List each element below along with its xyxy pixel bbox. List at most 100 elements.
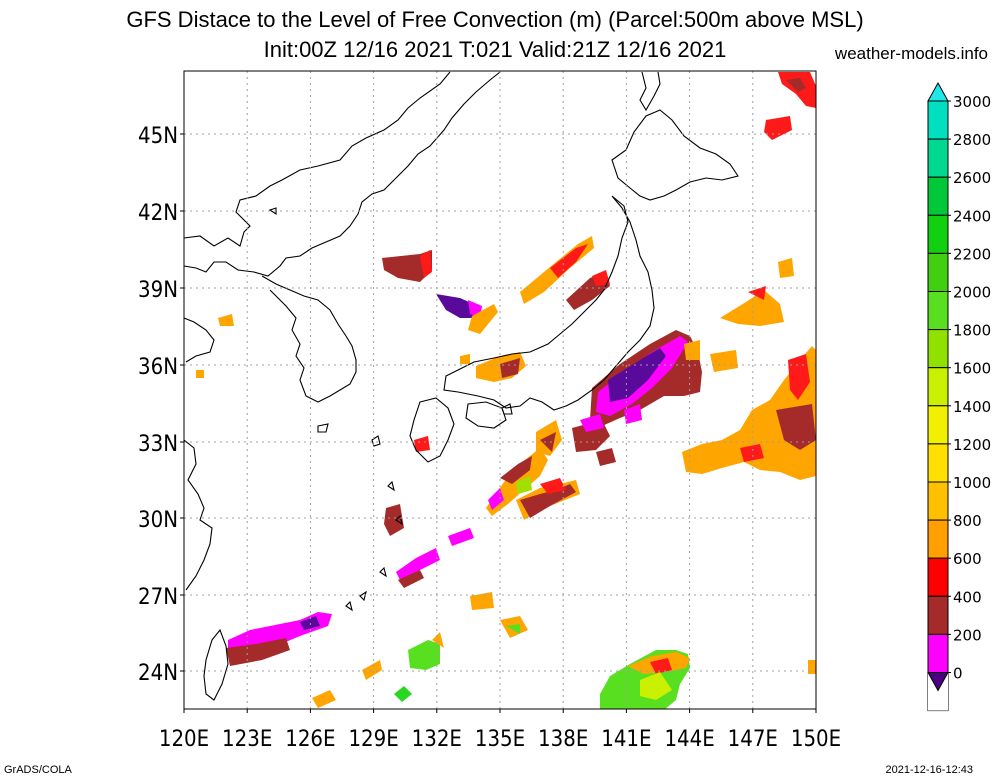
coastline-china-east [184, 439, 213, 591]
field-patch [720, 290, 784, 326]
lon-tick-label: 150E [791, 727, 841, 752]
lon-tick-label: 141E [601, 727, 651, 752]
field-patch [500, 358, 520, 378]
field-patch [710, 350, 738, 372]
lon-tick-label: 120E [159, 727, 209, 752]
coastline-sakhalin [639, 71, 661, 112]
colorbar-label: 400 [953, 588, 982, 606]
field-patch [624, 404, 642, 424]
lon-tick-label: 126E [285, 727, 335, 752]
colorbar-label: 2200 [953, 245, 991, 263]
lat-tick-label: 45N [138, 124, 178, 149]
field-patch [420, 250, 432, 278]
field-patch [608, 348, 666, 402]
colorbar-bottom-arrow [927, 672, 949, 692]
field-patch [382, 250, 432, 282]
lon-tick-label: 144E [664, 727, 714, 752]
field-patch [748, 286, 766, 300]
colorbar-segment [927, 519, 949, 559]
colorbar-segment [927, 557, 949, 597]
colorbar-segment [927, 633, 949, 674]
latitude-labels: 45N 42N 39N 36N 33N 30N 27N 24N [138, 124, 184, 686]
colorbar-label: 0 [953, 665, 963, 683]
field-patch [218, 314, 234, 326]
lat-tick-label: 30N [138, 508, 178, 533]
lat-tick-label: 39N [138, 278, 178, 303]
colorbar-label: 1600 [953, 360, 991, 378]
coastline-shandong [184, 317, 215, 363]
field-patch [470, 592, 494, 610]
chart-title: GFS Distace to the Level of Free Convect… [126, 7, 864, 32]
field-patch [740, 444, 764, 462]
colorbar-segment [927, 595, 949, 635]
field-patch [384, 504, 404, 536]
colorbar-label: 800 [953, 512, 982, 530]
field-patch [520, 484, 576, 518]
colorbar-label: 1000 [953, 474, 991, 492]
coastline-korea [261, 275, 357, 403]
colorbar-label: 2600 [953, 169, 991, 187]
colorbar-label: 1400 [953, 398, 991, 416]
coastline-shikoku [465, 401, 507, 429]
lat-tick-label: 42N [138, 201, 178, 226]
colorbar-label: 200 [953, 626, 982, 644]
chart-subtitle: Init:00Z 12/16 2021 T:021 Valid:21Z 12/1… [263, 37, 727, 62]
coastlines [184, 71, 739, 701]
colorbar-segment [927, 405, 949, 445]
colorbar-segment [927, 481, 949, 521]
field-patch [312, 690, 336, 708]
colorbar-label: 2000 [953, 284, 991, 302]
coastline-russia [184, 71, 501, 277]
field-patch [650, 658, 672, 674]
field-patch [776, 404, 816, 450]
colorbar-segment [927, 100, 949, 140]
lon-tick-label: 138E [538, 727, 588, 752]
field-patch [682, 346, 816, 480]
field-patch [516, 476, 532, 494]
colorbar-segment [927, 367, 949, 407]
lfc-field [196, 72, 816, 709]
gridlines [184, 71, 816, 709]
field-patch [226, 638, 290, 666]
lon-tick-label: 135E [475, 727, 525, 752]
colorbar-label: 1800 [953, 322, 991, 340]
lat-tick-label: 36N [138, 355, 178, 380]
coastline-hokkaido [611, 109, 739, 201]
field-patch [550, 244, 588, 278]
lat-tick-label: 33N [138, 432, 178, 457]
coastline-honshu [443, 195, 655, 411]
colorbar-segment [927, 176, 949, 216]
colorbar-label: 2800 [953, 131, 991, 149]
field-patch [506, 624, 520, 634]
field-patch [596, 448, 616, 466]
lon-tick-label: 129E [348, 727, 398, 752]
field-patch [396, 548, 440, 580]
field-patch [362, 660, 382, 680]
field-patch [394, 686, 412, 702]
colorbar-segment [927, 138, 949, 178]
colorbar-segment [927, 443, 949, 483]
field-patch [788, 354, 810, 400]
field-patch [786, 78, 806, 92]
colorbar-top-arrow [927, 81, 949, 102]
island [379, 566, 387, 578]
island [395, 514, 403, 526]
lon-tick-label: 123E [222, 727, 272, 752]
colorbar-segment [927, 329, 949, 369]
colorbar-segment [927, 214, 949, 254]
island [387, 480, 395, 492]
field-patch [684, 340, 700, 360]
field-patch [432, 632, 444, 648]
field-patch [196, 370, 204, 378]
software-credit: GrADS/COLA [4, 764, 72, 776]
field-patch [540, 432, 556, 452]
field-patch [436, 294, 478, 318]
colorbar-segment [927, 291, 949, 331]
coastline-mainland [184, 71, 451, 247]
colorbar: 3000280026002400220020001800160014001200… [927, 81, 991, 712]
lat-tick-label: 27N [138, 585, 178, 610]
lon-tick-label: 147E [728, 727, 778, 752]
timestamp: 2021-12-16-12:43 [885, 764, 973, 776]
field-patch [468, 304, 498, 334]
